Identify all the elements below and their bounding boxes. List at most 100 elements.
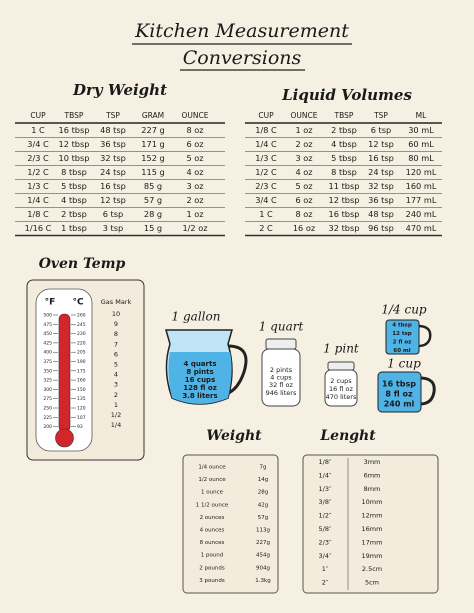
table-cell: 4 oz [295, 167, 312, 177]
table-cell: 152 g [141, 153, 164, 163]
table-cell: 12 tsp [368, 139, 394, 149]
celsius: 230 [77, 331, 86, 337]
cup-handle [419, 376, 436, 406]
table-cell: 177 mL [406, 195, 437, 205]
table-cell: 11 tbsp [329, 181, 360, 191]
fahrenheit: 325 [43, 378, 52, 384]
table-cell: 1 oz [295, 125, 312, 135]
weight-metric: 454g [256, 553, 270, 559]
container-label: 1 quart [259, 320, 304, 334]
table-cell: 171 g [141, 139, 164, 149]
celsius: 135 [77, 396, 86, 402]
table-cell: 1 oz [186, 209, 203, 219]
gas-mark: 1/2 [111, 411, 121, 419]
weight-metric: 113g [256, 528, 270, 534]
section-title: Lenght [319, 428, 376, 444]
container-text: 3.8 liters [182, 392, 217, 400]
weight-unit: 1/4 ounce [198, 465, 226, 471]
celsius: 160 [77, 378, 86, 384]
table-cell: 96 tsp [368, 223, 394, 233]
table-cell: 4 tbsp [61, 195, 87, 205]
pint-lid [327, 361, 355, 371]
weight-unit: 1 ounce [201, 490, 224, 496]
table-cell: 3/4 C [255, 195, 277, 205]
container-text: 60 ml [393, 348, 410, 354]
length-metric: 8mm [364, 485, 381, 493]
table-cell: 36 tsp [368, 195, 394, 205]
table-cell: 28 g [144, 209, 162, 219]
gas-mark: 2 [114, 391, 118, 399]
table-cell: 6 tsp [103, 209, 124, 219]
gas-mark: 6 [114, 350, 118, 358]
container-text: 240 ml [384, 400, 415, 409]
quart-lid [265, 338, 297, 350]
length-metric: 10mm [362, 498, 383, 506]
length-unit: 2″ [322, 579, 329, 587]
table-cell: 57 g [144, 195, 162, 205]
container-text: 32 fl oz [269, 381, 293, 389]
table-header: TBSP [334, 111, 354, 120]
container-text: 12 tsp [392, 331, 411, 337]
fahrenheit: 275 [43, 396, 52, 402]
table-cell: 1/2 C [255, 167, 277, 177]
pint-jar [324, 369, 358, 407]
table-cell: 4 tbsp [331, 139, 357, 149]
celsius: 190 [77, 359, 86, 365]
table-cell: 6 oz [186, 139, 203, 149]
table-header: TSP [373, 111, 388, 120]
weight-box [182, 454, 279, 594]
fahrenheit: 350 [43, 368, 52, 374]
weight-unit: 8 ounces [200, 540, 225, 546]
table-cell: 3 tsp [103, 223, 124, 233]
celsius: 220 [77, 340, 86, 346]
gas-mark: 1/4 [111, 421, 121, 429]
table-header: CUP [258, 111, 274, 120]
table-cell: 6 tsp [371, 125, 392, 135]
weight-unit: 1/2 ounce [198, 477, 226, 483]
container-text: 16 fl oz [329, 385, 353, 393]
table-header: TSP [105, 111, 120, 120]
weight-unit: 2 ounces [200, 515, 225, 521]
pitcher-water [168, 352, 232, 404]
table-cell: 120 mL [406, 167, 437, 177]
table-cell: 1/2 C [27, 167, 49, 177]
container-text: 2 fl oz [393, 340, 412, 346]
table-cell: 2 C [259, 223, 273, 233]
length-metric: 3mm [364, 458, 381, 466]
table-cell: 8 tbsp [331, 167, 357, 177]
table-cell: 10 tbsp [59, 153, 90, 163]
table-cell: 2/3 C [27, 153, 49, 163]
container-text: 4 tbsp [392, 323, 412, 329]
table-cell: 470 mL [406, 223, 437, 233]
table-cell: 24 tsp [100, 167, 126, 177]
section-title: Weight [206, 428, 262, 444]
table-cell: 15 g [144, 223, 162, 233]
container-text: 2 cups [330, 377, 352, 385]
cup [377, 371, 422, 413]
container-text: 4 cups [270, 374, 292, 382]
length-unit: 1/3″ [319, 485, 332, 493]
container-text: 946 liters [266, 389, 297, 397]
table-cell: 1/3 C [27, 181, 49, 191]
weight-metric: 1.3kg [255, 578, 270, 584]
table-header: TBSP [64, 111, 84, 120]
scale-header: Gas Mark [101, 298, 132, 306]
table-cell: 2 tbsp [331, 125, 357, 135]
table-header: GRAM [142, 111, 164, 120]
section-title: Oven Temp [39, 256, 126, 272]
celsius: 260 [77, 313, 86, 319]
table-cell: 16 tsp [100, 181, 126, 191]
quarter-cup-handle [417, 324, 432, 348]
table-cell: 3/4 C [27, 139, 49, 149]
thermometer-bulb [55, 428, 74, 448]
fahrenheit: 500 [43, 313, 52, 319]
gas-mark: 9 [114, 320, 118, 328]
table-cell: 1/2 oz [182, 223, 207, 233]
fahrenheit: 425 [43, 340, 52, 346]
table-cell: 1 C [259, 209, 273, 219]
celsius: 107 [77, 415, 86, 421]
length-metric: 17mm [362, 538, 383, 546]
length-unit: 1″ [322, 565, 329, 573]
fahrenheit: 375 [43, 359, 52, 365]
table-cell: 36 tsp [100, 139, 126, 149]
